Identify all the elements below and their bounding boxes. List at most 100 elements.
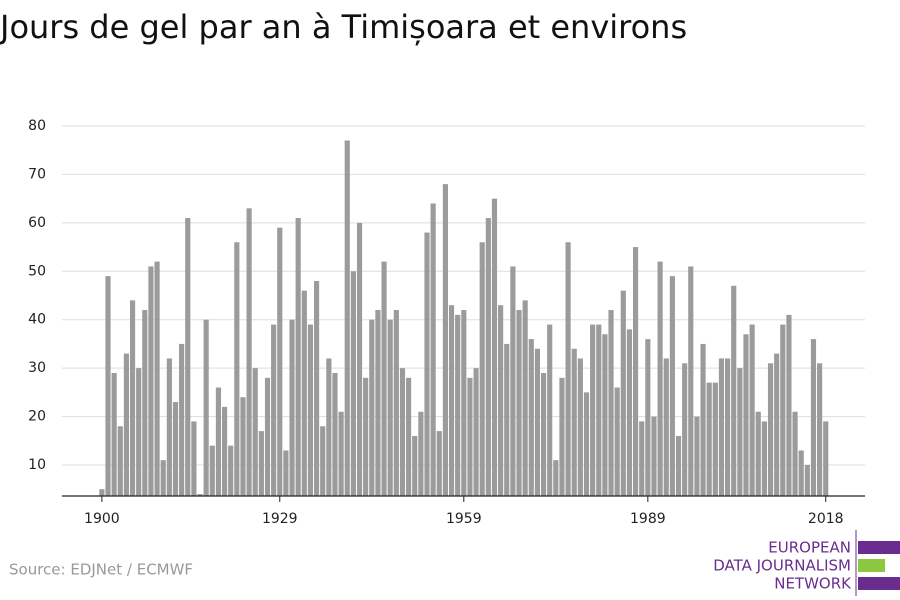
bar bbox=[369, 319, 375, 496]
bar bbox=[123, 353, 129, 496]
logo-text: DATA JOURNALISM bbox=[713, 557, 851, 575]
bar bbox=[522, 300, 528, 496]
bar bbox=[179, 343, 185, 496]
bar bbox=[136, 368, 142, 496]
logo-bar bbox=[858, 577, 900, 590]
bar bbox=[350, 271, 356, 496]
bar bbox=[203, 319, 209, 496]
bar bbox=[221, 406, 228, 496]
bar bbox=[491, 198, 498, 496]
bar bbox=[731, 285, 737, 496]
bar bbox=[485, 218, 491, 497]
bar bbox=[461, 310, 467, 496]
bar bbox=[706, 382, 712, 496]
bar bbox=[277, 227, 283, 496]
bar bbox=[363, 377, 369, 496]
bar bbox=[166, 358, 172, 496]
bar bbox=[234, 242, 240, 496]
bar bbox=[338, 411, 344, 496]
bar bbox=[160, 460, 166, 496]
bar bbox=[326, 358, 332, 496]
bar bbox=[534, 348, 540, 496]
bar bbox=[455, 314, 461, 496]
bar bbox=[228, 445, 234, 496]
y-tick-label: 30 bbox=[28, 360, 46, 376]
bar bbox=[737, 368, 743, 496]
bar bbox=[289, 319, 295, 496]
bar bbox=[547, 324, 553, 496]
bar bbox=[694, 416, 700, 496]
logo-bar bbox=[858, 541, 900, 554]
bar bbox=[418, 411, 424, 496]
bar bbox=[142, 310, 148, 496]
bar bbox=[817, 363, 823, 496]
bar bbox=[675, 435, 682, 496]
x-tick-label: 1989 bbox=[630, 511, 666, 527]
bar bbox=[620, 290, 626, 496]
bar bbox=[718, 358, 725, 496]
bar bbox=[283, 450, 289, 496]
bar bbox=[614, 387, 620, 496]
bar bbox=[639, 421, 645, 496]
bar bbox=[252, 368, 258, 496]
bar bbox=[608, 310, 614, 496]
bar bbox=[528, 339, 534, 496]
bar bbox=[626, 329, 633, 496]
bar bbox=[645, 339, 651, 496]
bar bbox=[412, 435, 418, 496]
chart-title: Jours de gel par an à Timișoara et envir… bbox=[0, 8, 687, 46]
bar bbox=[780, 324, 786, 496]
bar bbox=[399, 368, 406, 496]
bar bbox=[602, 334, 608, 496]
bar bbox=[583, 392, 590, 496]
source: Source: EDJNet / ECMWF bbox=[9, 561, 193, 579]
bar bbox=[264, 377, 271, 496]
bar bbox=[755, 411, 761, 496]
bar bbox=[761, 421, 767, 496]
y-tick-label: 40 bbox=[28, 312, 46, 328]
bar bbox=[344, 140, 350, 496]
bar bbox=[393, 310, 399, 496]
bar bbox=[559, 377, 565, 496]
bar bbox=[295, 218, 301, 497]
bar bbox=[651, 416, 657, 496]
bar bbox=[774, 353, 780, 496]
y-tick-label: 20 bbox=[28, 409, 46, 425]
y-tick-label: 50 bbox=[28, 263, 46, 279]
bar bbox=[712, 382, 718, 496]
bar bbox=[332, 372, 338, 496]
bar bbox=[381, 261, 387, 496]
bar bbox=[823, 421, 829, 496]
bar bbox=[565, 242, 571, 496]
bar bbox=[154, 261, 160, 496]
bar bbox=[700, 343, 706, 496]
bar bbox=[632, 247, 639, 496]
bar bbox=[479, 242, 485, 496]
bar bbox=[442, 184, 448, 497]
logo-text: EUROPEAN bbox=[768, 539, 851, 557]
bar bbox=[473, 368, 479, 496]
y-tick-label: 70 bbox=[28, 166, 46, 182]
bar bbox=[553, 460, 559, 496]
bar bbox=[669, 276, 675, 496]
bar bbox=[504, 343, 510, 496]
y-tick-label: 60 bbox=[28, 215, 46, 231]
x-tick-label: 1929 bbox=[262, 511, 298, 527]
bar bbox=[307, 324, 314, 496]
bar bbox=[448, 305, 455, 496]
bar bbox=[314, 280, 320, 496]
bar bbox=[105, 276, 111, 496]
logo-text: NETWORK bbox=[774, 575, 852, 593]
logo: EUROPEAN DATA JOURNALISM NETWORK bbox=[713, 530, 900, 596]
bar bbox=[810, 339, 817, 496]
bar bbox=[430, 203, 436, 496]
bar bbox=[510, 266, 516, 496]
bar bbox=[424, 232, 430, 497]
bar bbox=[197, 494, 203, 496]
bar bbox=[540, 372, 547, 496]
bar bbox=[498, 305, 504, 496]
bar bbox=[590, 324, 596, 496]
bar bbox=[185, 218, 191, 497]
bar bbox=[111, 372, 117, 496]
bar bbox=[320, 426, 326, 496]
